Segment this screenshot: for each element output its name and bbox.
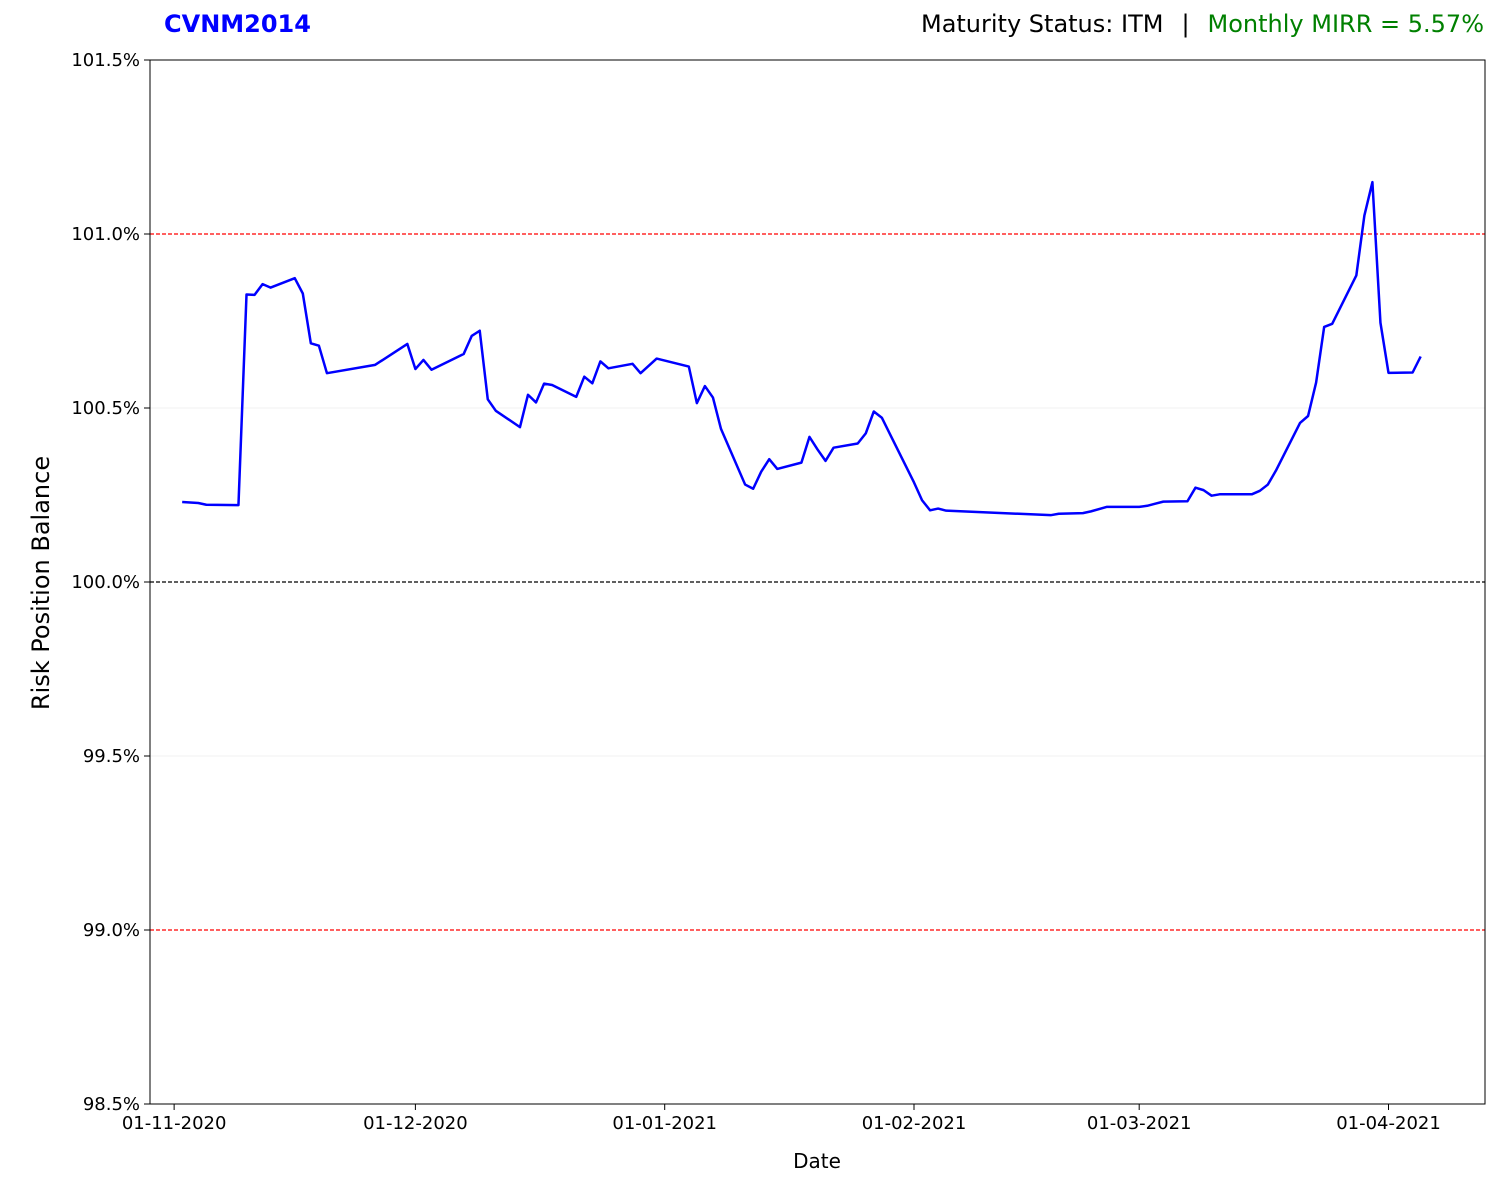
- maturity-status: Maturity Status: ITM: [920, 10, 1164, 38]
- x-tick-label: 01-11-2020: [122, 1113, 227, 1134]
- y-tick-label: 100.0%: [71, 572, 140, 593]
- x-axis-title: Date: [793, 1149, 841, 1173]
- monthly-mirr: Monthly MIRR = 5.57%: [1207, 10, 1484, 38]
- y-tick-label: 98.5%: [83, 1094, 140, 1115]
- x-tick-label: 01-12-2020: [363, 1113, 468, 1134]
- plot-area: 98.5% 99.0% 99.5% 100.0% 100.5% 101.0% 101.5% 0…: [71, 50, 1486, 1134]
- y-tick-label: 99.0%: [83, 920, 140, 941]
- x-tick-label: 01-04-2021: [1336, 1113, 1441, 1134]
- y-tick-label: 101.0%: [71, 224, 140, 245]
- chart-header: CVNM2014 Maturity Status: ITM | Monthly MI…: [0, 0, 1500, 52]
- status-line: Maturity Status: ITM | Monthly MIRR = 5.57…: [921, 10, 1484, 38]
- series-line: [182, 180, 1422, 517]
- x-tick-label: 01-01-2021: [612, 1113, 717, 1134]
- status-separator: |: [1181, 10, 1190, 38]
- x-tick-label: 01-02-2021: [862, 1113, 967, 1134]
- ticker-symbol: CVNM2014: [164, 10, 311, 38]
- x-tick-label: 01-03-2021: [1087, 1113, 1192, 1134]
- y-tick-label: 100.5%: [71, 398, 140, 419]
- y-tick-label: 99.5%: [83, 746, 140, 767]
- y-tick-label: 101.5%: [71, 50, 140, 71]
- y-axis-title: Risk Position Balance: [27, 456, 55, 710]
